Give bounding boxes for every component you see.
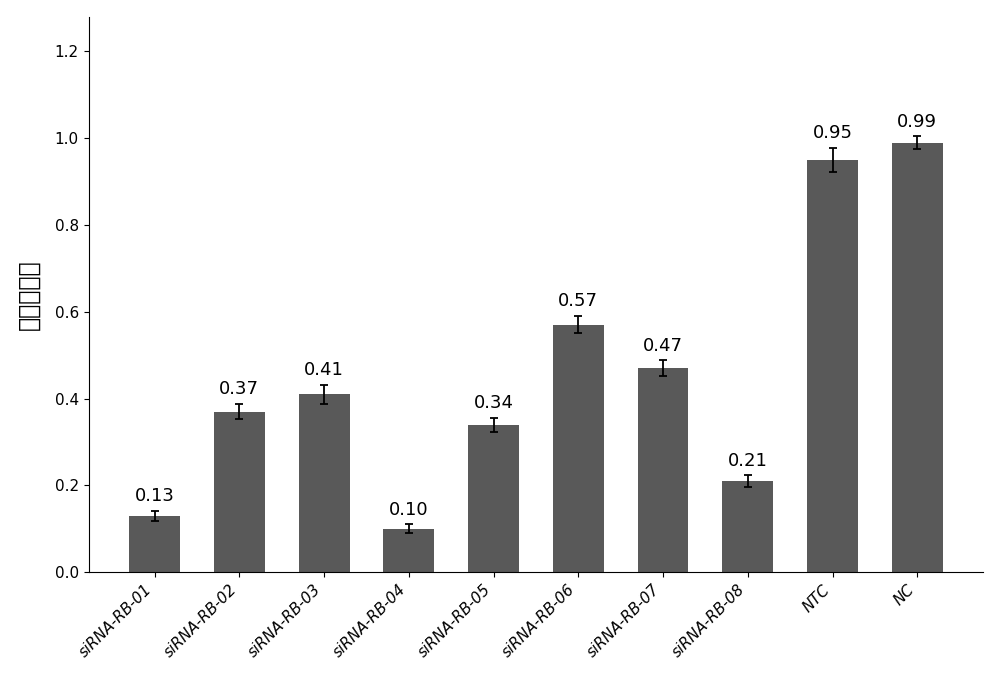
Text: 0.21: 0.21 — [728, 452, 768, 470]
Text: 0.47: 0.47 — [643, 336, 683, 355]
Text: 0.95: 0.95 — [813, 124, 853, 142]
Bar — [722, 481, 773, 572]
Bar — [468, 424, 519, 572]
Text: 0.34: 0.34 — [474, 394, 514, 412]
Bar — [892, 143, 943, 572]
Bar — [383, 529, 434, 572]
Bar — [299, 394, 350, 572]
Y-axis label: 相对表达量: 相对表达量 — [17, 259, 41, 330]
Text: 0.10: 0.10 — [389, 501, 429, 519]
Bar — [214, 412, 265, 572]
Text: 0.99: 0.99 — [897, 113, 937, 131]
Bar — [129, 516, 180, 572]
Text: 0.57: 0.57 — [558, 292, 598, 311]
Text: 0.37: 0.37 — [219, 380, 259, 398]
Bar — [807, 160, 858, 572]
Text: 0.13: 0.13 — [135, 487, 175, 505]
Bar — [553, 325, 604, 572]
Text: 0.41: 0.41 — [304, 361, 344, 379]
Bar — [638, 368, 688, 572]
